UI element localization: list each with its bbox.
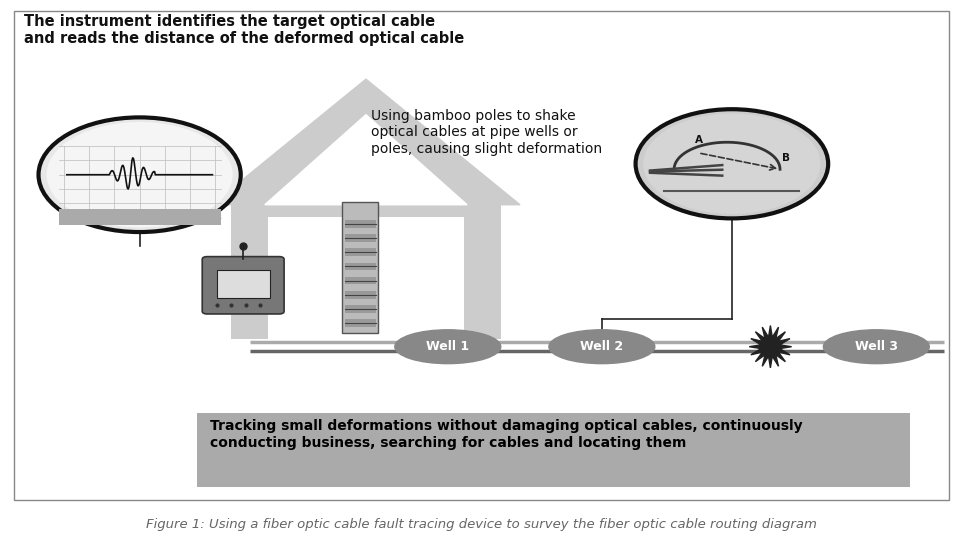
Text: Figure 1: Using a fiber optic cable fault tracing device to survey the fiber opt: Figure 1: Using a fiber optic cable faul… (146, 518, 817, 531)
FancyBboxPatch shape (231, 205, 501, 217)
Polygon shape (212, 79, 520, 205)
Polygon shape (265, 115, 467, 205)
FancyBboxPatch shape (345, 319, 376, 327)
Ellipse shape (823, 330, 929, 364)
Text: B: B (782, 153, 790, 163)
FancyBboxPatch shape (342, 202, 378, 333)
FancyBboxPatch shape (217, 270, 270, 298)
Ellipse shape (549, 330, 655, 364)
Text: The instrument identifies the target optical cable
and reads the distance of the: The instrument identifies the target opt… (24, 14, 464, 46)
FancyBboxPatch shape (345, 277, 376, 284)
FancyBboxPatch shape (345, 220, 376, 228)
Text: Tracking small deformations without damaging optical cables, continuously
conduc: Tracking small deformations without dama… (210, 419, 802, 449)
Circle shape (636, 109, 828, 218)
Circle shape (39, 117, 241, 232)
Text: Using bamboo poles to shake
optical cables at pipe wells or
poles, causing sligh: Using bamboo poles to shake optical cabl… (371, 109, 602, 156)
FancyBboxPatch shape (345, 263, 376, 270)
Text: Well 2: Well 2 (581, 340, 623, 353)
FancyBboxPatch shape (14, 11, 949, 500)
Ellipse shape (395, 330, 501, 364)
FancyBboxPatch shape (464, 205, 501, 339)
Circle shape (643, 114, 820, 214)
Polygon shape (749, 325, 792, 368)
FancyBboxPatch shape (59, 209, 221, 225)
FancyBboxPatch shape (345, 291, 376, 299)
Text: Well 1: Well 1 (427, 340, 469, 353)
Circle shape (46, 122, 233, 228)
FancyBboxPatch shape (231, 205, 268, 339)
FancyBboxPatch shape (202, 257, 284, 314)
FancyBboxPatch shape (345, 305, 376, 313)
FancyBboxPatch shape (345, 248, 376, 256)
Text: A: A (695, 135, 703, 145)
FancyBboxPatch shape (345, 234, 376, 242)
FancyBboxPatch shape (197, 413, 910, 487)
Text: Well 3: Well 3 (855, 340, 898, 353)
